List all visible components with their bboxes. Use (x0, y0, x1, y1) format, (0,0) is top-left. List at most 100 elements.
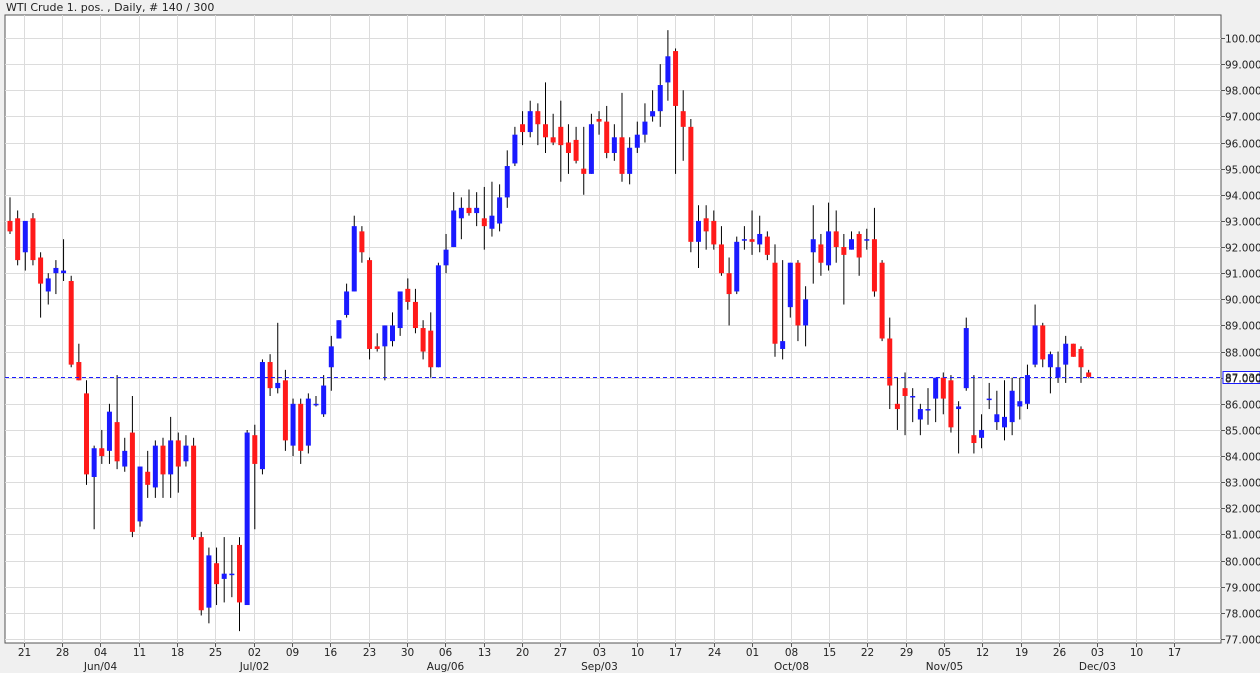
candle (229, 544, 235, 598)
candle-body (879, 262, 885, 339)
candle (244, 429, 250, 606)
candle-body (818, 244, 824, 263)
candle (1002, 380, 1007, 441)
candle (849, 231, 854, 250)
candle (550, 113, 556, 146)
candle-body (114, 422, 120, 462)
candle (275, 322, 281, 394)
candle (214, 547, 220, 606)
candle-body (994, 414, 1000, 423)
candle-body (1009, 390, 1015, 423)
y-tick-label: 97.0000 (1225, 112, 1260, 124)
y-tick-label: 90.0000 (1225, 295, 1260, 307)
candle (420, 320, 426, 360)
candle (956, 401, 962, 454)
candles (7, 30, 1092, 632)
y-tick-label: 89.0000 (1225, 321, 1260, 333)
candle-body (711, 220, 717, 245)
candle-body (497, 197, 503, 224)
candle-body (282, 380, 288, 441)
candle-body (772, 262, 778, 344)
candle (206, 547, 212, 624)
candle-body (979, 429, 985, 438)
candle (298, 398, 304, 464)
candle (971, 375, 977, 454)
x-tick-label: 01 (746, 647, 759, 659)
candle-body (902, 388, 908, 396)
candle-body (15, 218, 21, 261)
candle-body (435, 265, 441, 368)
x-tick-label: 08 (785, 647, 798, 659)
candle-body (489, 215, 495, 229)
candle-body (298, 403, 304, 451)
candle-body (627, 147, 633, 174)
y-tick-label: 87.0000 (1225, 374, 1260, 386)
candle (703, 205, 709, 250)
candle (15, 210, 21, 266)
candle-body (244, 432, 250, 606)
candle-body (22, 220, 28, 253)
candle (894, 377, 900, 430)
candle (61, 239, 67, 282)
candle-body (634, 134, 640, 148)
candle (351, 215, 357, 292)
plot-area[interactable] (4, 14, 1222, 644)
candle (780, 260, 786, 360)
candle (152, 440, 158, 498)
candle-body (512, 134, 518, 164)
candle (53, 260, 59, 295)
candle-body (328, 346, 334, 368)
candle (428, 312, 434, 378)
candle-body (841, 247, 847, 255)
candle-body (596, 119, 602, 122)
candle-body (237, 544, 242, 603)
candle-body (887, 338, 893, 386)
candle (390, 312, 395, 347)
candle (902, 372, 908, 436)
candle (787, 262, 793, 318)
candle (803, 286, 809, 347)
candle (1047, 351, 1053, 394)
candle (933, 377, 939, 423)
x-tick-label: 06 (439, 647, 453, 659)
candle (688, 119, 694, 253)
candle-body (99, 448, 105, 457)
candle (1086, 369, 1092, 378)
candle-body (971, 435, 977, 444)
candle (558, 100, 564, 182)
candle-body (61, 270, 67, 274)
candle (581, 126, 587, 195)
candle-body (864, 239, 870, 241)
candle-body (619, 137, 625, 174)
candle-body (374, 346, 380, 349)
candle (168, 416, 174, 498)
candle-body (734, 241, 740, 292)
candle (910, 388, 916, 423)
candle-body (367, 260, 373, 349)
y-tick-label: 91.0000 (1225, 269, 1260, 281)
candle (726, 257, 732, 326)
candle (282, 369, 288, 451)
candle (1024, 364, 1030, 410)
candle (634, 121, 640, 153)
candle (925, 388, 931, 425)
candle-body (940, 377, 946, 399)
candle-body (1040, 325, 1046, 360)
candle-body (956, 406, 962, 410)
candle (137, 466, 143, 527)
candle (596, 111, 602, 135)
candle (106, 403, 112, 464)
candle (412, 288, 418, 334)
y-tick-label: 95.0000 (1225, 165, 1260, 177)
candle (573, 126, 579, 164)
x-tick-label: 11 (133, 647, 146, 659)
candle-body (749, 239, 755, 242)
candle-body (611, 137, 617, 153)
candle (267, 354, 273, 396)
candle (1017, 377, 1023, 420)
candle (1078, 346, 1084, 383)
month-label: Sep/03 (581, 661, 618, 673)
candle (504, 150, 510, 208)
x-tick-label: 22 (861, 647, 874, 659)
